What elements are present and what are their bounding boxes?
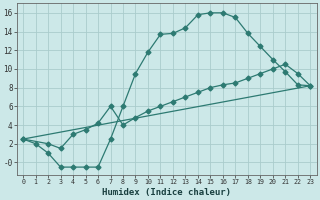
X-axis label: Humidex (Indice chaleur): Humidex (Indice chaleur) [102, 188, 231, 197]
